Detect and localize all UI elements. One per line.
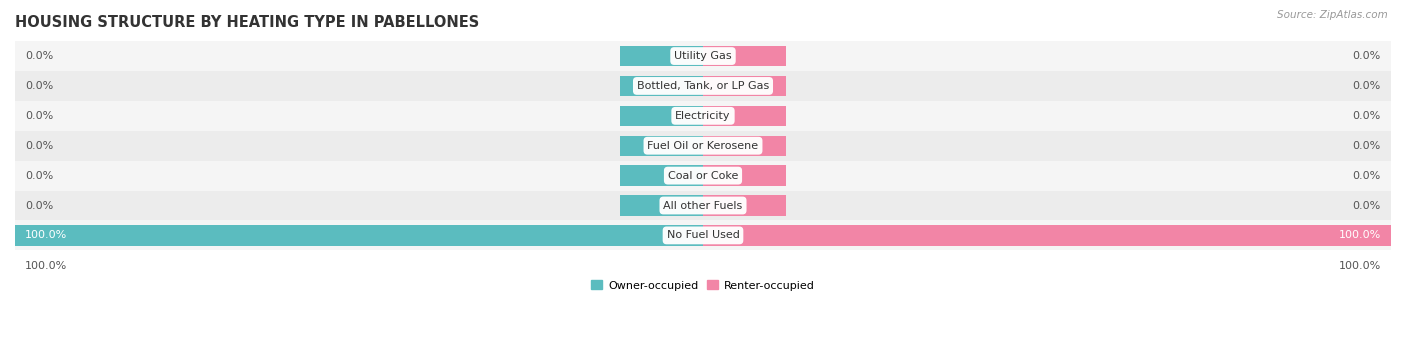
Text: 0.0%: 0.0% — [1353, 170, 1381, 181]
Bar — [620, 136, 703, 156]
Text: 0.0%: 0.0% — [1353, 81, 1381, 91]
Bar — [620, 195, 703, 216]
Bar — [703, 46, 786, 66]
Text: Bottled, Tank, or LP Gas: Bottled, Tank, or LP Gas — [637, 81, 769, 91]
Bar — [620, 106, 703, 126]
Bar — [15, 191, 1391, 220]
Text: 0.0%: 0.0% — [1353, 141, 1381, 151]
Bar — [15, 225, 703, 246]
Bar — [15, 131, 1391, 161]
Bar — [15, 41, 1391, 71]
Bar — [15, 101, 1391, 131]
Bar — [703, 165, 786, 186]
Bar — [703, 136, 786, 156]
Text: 0.0%: 0.0% — [25, 170, 53, 181]
Bar — [703, 106, 786, 126]
Text: HOUSING STRUCTURE BY HEATING TYPE IN PABELLONES: HOUSING STRUCTURE BY HEATING TYPE IN PAB… — [15, 15, 479, 30]
Legend: Owner-occupied, Renter-occupied: Owner-occupied, Renter-occupied — [586, 276, 820, 295]
Text: 0.0%: 0.0% — [25, 141, 53, 151]
Text: 0.0%: 0.0% — [25, 201, 53, 210]
Bar — [620, 76, 703, 96]
Bar — [15, 220, 1391, 250]
Bar — [703, 76, 786, 96]
Bar — [15, 161, 1391, 191]
Bar — [620, 165, 703, 186]
Text: 100.0%: 100.0% — [25, 231, 67, 240]
Bar — [703, 225, 1391, 246]
Text: Utility Gas: Utility Gas — [675, 51, 731, 61]
Bar — [703, 195, 786, 216]
Bar — [15, 71, 1391, 101]
Bar — [620, 46, 703, 66]
Text: Source: ZipAtlas.com: Source: ZipAtlas.com — [1277, 10, 1388, 20]
Text: 100.0%: 100.0% — [1339, 231, 1381, 240]
Text: Electricity: Electricity — [675, 111, 731, 121]
Text: 0.0%: 0.0% — [25, 81, 53, 91]
Text: 100.0%: 100.0% — [25, 261, 67, 271]
Text: Coal or Coke: Coal or Coke — [668, 170, 738, 181]
Text: 100.0%: 100.0% — [1339, 261, 1381, 271]
Text: 0.0%: 0.0% — [25, 51, 53, 61]
Text: 0.0%: 0.0% — [1353, 111, 1381, 121]
Text: No Fuel Used: No Fuel Used — [666, 231, 740, 240]
Text: Fuel Oil or Kerosene: Fuel Oil or Kerosene — [647, 141, 759, 151]
Text: All other Fuels: All other Fuels — [664, 201, 742, 210]
Text: 0.0%: 0.0% — [1353, 51, 1381, 61]
Text: 0.0%: 0.0% — [1353, 201, 1381, 210]
Text: 0.0%: 0.0% — [25, 111, 53, 121]
